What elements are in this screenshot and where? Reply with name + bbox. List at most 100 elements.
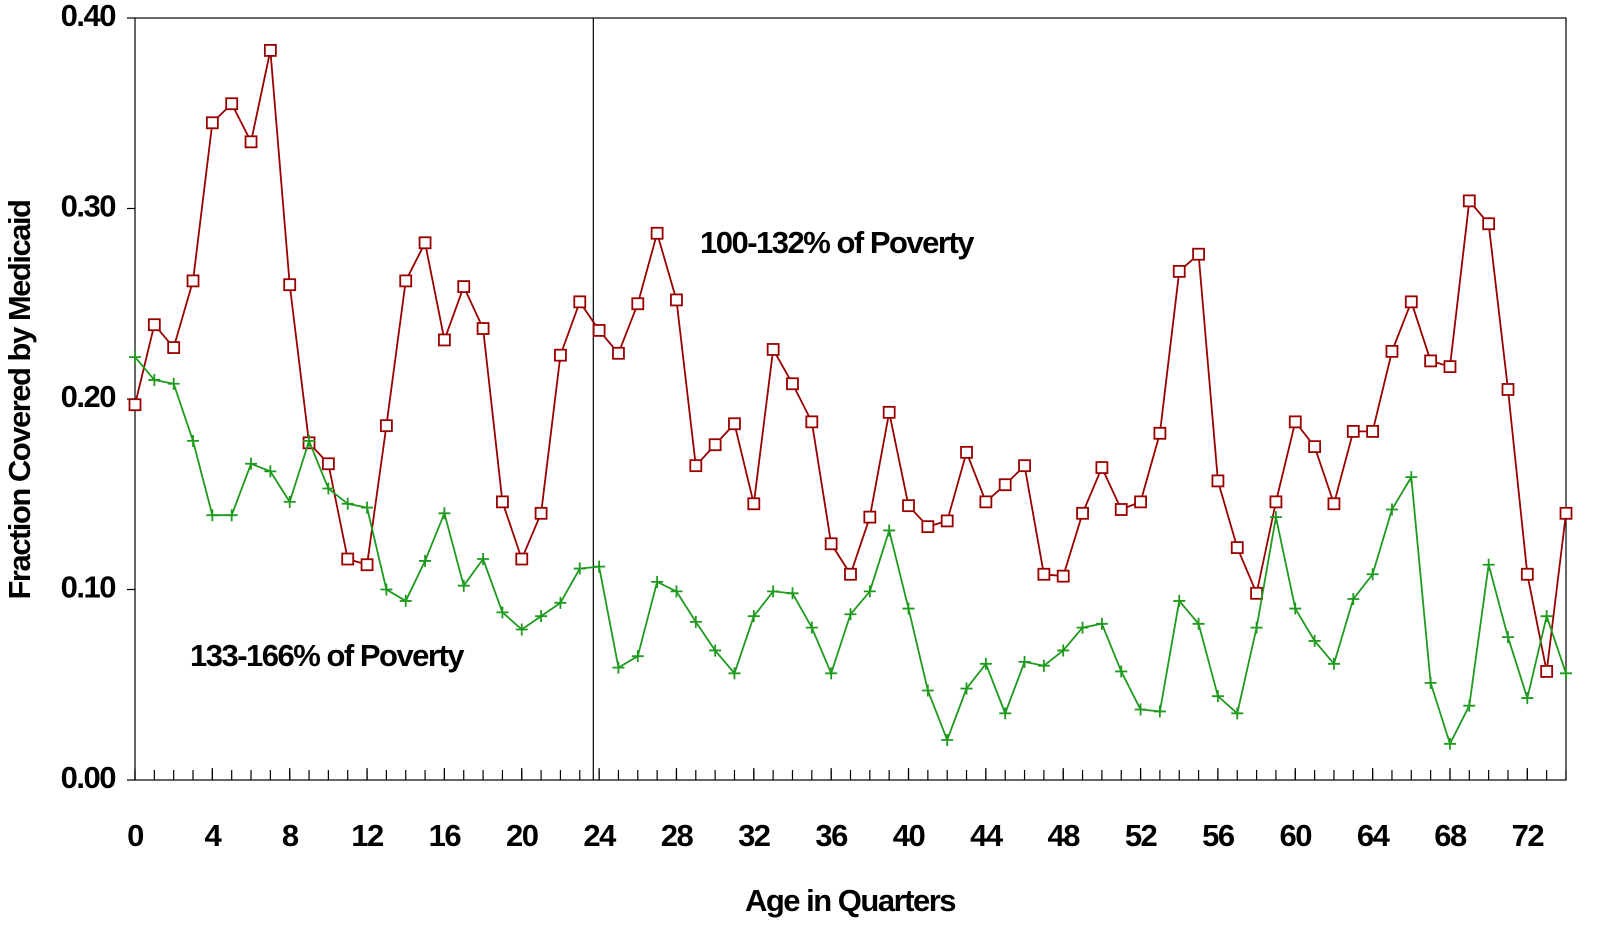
marker bbox=[476, 322, 490, 335]
marker bbox=[1308, 440, 1322, 454]
marker bbox=[1424, 354, 1438, 368]
x-tick-label: 32 bbox=[738, 818, 770, 853]
marker bbox=[747, 610, 760, 623]
marker bbox=[670, 293, 683, 307]
x-tick-label: 56 bbox=[1202, 818, 1235, 853]
marker bbox=[1308, 634, 1321, 647]
x-axis-title: Age in Quarters bbox=[745, 883, 955, 918]
y-tick-label: 0.00 bbox=[61, 760, 116, 795]
marker bbox=[1540, 665, 1554, 678]
marker bbox=[863, 510, 877, 524]
marker bbox=[709, 644, 722, 657]
marker bbox=[825, 667, 838, 680]
marker bbox=[457, 280, 471, 294]
marker bbox=[1327, 497, 1341, 511]
marker bbox=[1192, 617, 1205, 630]
x-tick-label: 4 bbox=[204, 818, 222, 853]
marker bbox=[1347, 593, 1360, 606]
marker bbox=[1076, 621, 1089, 634]
marker bbox=[960, 445, 973, 459]
marker bbox=[1540, 610, 1553, 623]
marker bbox=[515, 552, 529, 566]
y-axis-title: Fraction Covered by Medicaid bbox=[2, 201, 37, 600]
x-tick-label: 0 bbox=[127, 818, 143, 853]
x-tick-label: 28 bbox=[661, 818, 694, 853]
x-tick-label: 60 bbox=[1280, 818, 1312, 853]
marker bbox=[1501, 631, 1514, 644]
marker bbox=[940, 514, 954, 528]
marker bbox=[592, 324, 606, 337]
marker bbox=[1076, 506, 1089, 520]
x-tick-label: 16 bbox=[429, 818, 462, 853]
marker bbox=[573, 562, 586, 575]
marker bbox=[1269, 495, 1283, 509]
marker bbox=[457, 579, 470, 592]
marker bbox=[1501, 383, 1515, 396]
marker bbox=[650, 226, 664, 240]
x-tick-label: 72 bbox=[1512, 818, 1544, 853]
marker bbox=[535, 610, 548, 623]
marker bbox=[380, 583, 393, 596]
x-tick-label: 8 bbox=[282, 818, 299, 853]
marker bbox=[283, 278, 297, 292]
marker bbox=[1404, 295, 1418, 309]
marker bbox=[979, 495, 993, 509]
marker bbox=[379, 419, 393, 433]
x-tick-label: 40 bbox=[893, 818, 925, 853]
x-tick-label: 68 bbox=[1434, 818, 1467, 853]
marker bbox=[496, 495, 509, 509]
marker bbox=[1520, 567, 1534, 581]
marker bbox=[303, 434, 316, 447]
marker bbox=[264, 465, 277, 478]
marker bbox=[631, 297, 645, 311]
marker bbox=[1385, 344, 1399, 358]
marker bbox=[225, 509, 238, 522]
marker bbox=[1230, 541, 1244, 554]
marker bbox=[148, 373, 161, 386]
marker bbox=[167, 341, 181, 354]
marker bbox=[225, 97, 239, 111]
marker bbox=[1231, 707, 1244, 720]
marker bbox=[187, 434, 200, 447]
marker bbox=[147, 318, 161, 332]
marker bbox=[1115, 665, 1128, 678]
x-tick-label: 20 bbox=[506, 818, 538, 853]
marker bbox=[1269, 511, 1282, 524]
y-tick-label: 0.20 bbox=[61, 379, 116, 414]
marker bbox=[1385, 503, 1398, 516]
series-label: 133-166% of Poverty bbox=[190, 638, 465, 673]
marker bbox=[1424, 676, 1437, 689]
marker bbox=[1443, 737, 1456, 750]
marker bbox=[1366, 568, 1379, 581]
marker bbox=[1114, 503, 1128, 516]
marker bbox=[245, 457, 258, 470]
marker bbox=[1018, 459, 1031, 473]
marker bbox=[631, 650, 644, 663]
marker bbox=[263, 43, 277, 57]
marker bbox=[1462, 194, 1476, 208]
x-tick-label: 24 bbox=[583, 818, 617, 853]
marker bbox=[786, 587, 799, 600]
marker bbox=[612, 346, 625, 360]
marker bbox=[554, 596, 567, 609]
marker bbox=[1443, 360, 1457, 374]
x-tick-label: 52 bbox=[1125, 818, 1157, 853]
marker bbox=[1192, 247, 1205, 261]
marker bbox=[477, 553, 490, 566]
marker bbox=[670, 585, 683, 598]
marker bbox=[998, 478, 1012, 492]
marker bbox=[1037, 659, 1050, 672]
marker bbox=[418, 236, 432, 250]
marker bbox=[689, 615, 702, 628]
y-tick-label: 0.30 bbox=[61, 189, 116, 224]
marker bbox=[824, 537, 838, 551]
marker bbox=[1095, 617, 1108, 630]
marker bbox=[805, 621, 818, 634]
marker bbox=[999, 707, 1012, 720]
marker bbox=[361, 501, 374, 514]
marker bbox=[612, 661, 625, 674]
marker bbox=[1250, 621, 1263, 634]
y-tick-label: 0.10 bbox=[61, 570, 116, 605]
marker bbox=[883, 524, 896, 537]
